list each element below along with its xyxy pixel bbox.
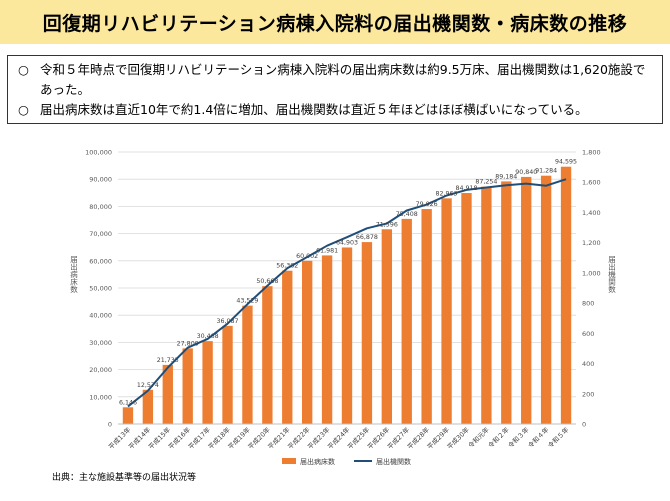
bar-1 — [122, 407, 134, 424]
legend-label-facilities: 届出機関数 — [376, 457, 411, 466]
summary-bullet-2: ○ 届出病床数は直近10年で約1.4倍に増加、届出機関数は直近５年ほどはほぼ横ば… — [18, 100, 654, 120]
summary-bullet-text: 届出病床数は直近10年で約1.4倍に増加、届出機関数は直近５年ほどはほぼ横ばいに… — [40, 102, 588, 117]
bar-20 — [501, 181, 512, 424]
y-right-tick-label: 1,200 — [582, 239, 601, 247]
bar-23 — [560, 166, 572, 424]
bar-data-label: 56,362 — [276, 263, 298, 270]
bar-data-label: 36,087 — [216, 318, 238, 325]
bar-data-label: 87,254 — [475, 179, 497, 186]
bar-6 — [222, 325, 233, 424]
bar-data-label: 64,903 — [336, 239, 358, 246]
x-category-label: 令和５年 — [546, 425, 571, 450]
bar-data-label: 6,146 — [119, 399, 137, 406]
bar-data-label: 79,026 — [416, 201, 438, 208]
bullet-circle-icon: ○ — [18, 62, 29, 77]
y-left-tick-label: 90,000 — [89, 176, 112, 184]
bar-21 — [521, 176, 532, 424]
legend-swatch-bar — [282, 458, 296, 464]
bar-5 — [202, 341, 213, 424]
y-left-tick-label: 80,000 — [89, 203, 112, 211]
legend-label-beds: 届出病床数 — [300, 457, 335, 466]
bar-8 — [262, 286, 273, 424]
bar-18 — [461, 193, 472, 424]
y-left-tick-label: 100,000 — [85, 149, 112, 157]
bar-7 — [242, 305, 253, 424]
y-left-axis-title: 届出病床数 — [69, 255, 78, 294]
y-left-tick-label: 30,000 — [89, 339, 112, 347]
y-left-tick-label: 50,000 — [89, 285, 112, 293]
bar-11 — [321, 255, 333, 424]
y-left-tick-label: 70,000 — [89, 230, 112, 238]
bar-data-label: 89,184 — [495, 173, 517, 180]
summary-bullet-text: 令和５年時点で回復期リハビリテーション病棟入院料の届出病床数は約9.5万床、届出… — [40, 62, 646, 97]
summary-box: ○ 令和５年時点で回復期リハビリテーション病棟入院料の届出病床数は約9.5万床、… — [7, 55, 663, 124]
y-left-tick-label: 60,000 — [89, 257, 112, 265]
y-right-tick-label: 0 — [582, 421, 586, 429]
bar-13 — [361, 242, 373, 424]
y-left-tick-label: 10,000 — [89, 393, 112, 401]
bar-12 — [341, 247, 353, 424]
bar-10 — [301, 260, 313, 424]
bar-9 — [282, 270, 293, 424]
bar-19 — [481, 186, 492, 424]
bar-data-label: 43,529 — [236, 298, 258, 305]
bar-data-label: 71,596 — [376, 221, 398, 228]
y-right-tick-label: 600 — [582, 330, 594, 338]
y-right-tick-label: 1,600 — [582, 179, 601, 187]
bar-2 — [142, 389, 154, 424]
bar-data-label: 21,735 — [157, 357, 179, 364]
bar-data-label: 12,574 — [137, 382, 159, 389]
summary-bullet-1: ○ 令和５年時点で回復期リハビリテーション病棟入院料の届出病床数は約9.5万床、… — [18, 60, 654, 100]
bar-data-label: 61,981 — [316, 247, 338, 254]
bar-data-label: 27,809 — [177, 340, 199, 347]
bar-data-label: 91,284 — [535, 168, 557, 175]
y-left-tick-label: 0 — [108, 421, 112, 429]
bar-data-label: 75,408 — [396, 211, 418, 218]
y-right-tick-label: 400 — [582, 360, 594, 368]
y-left-tick-label: 20,000 — [89, 366, 112, 374]
bar-data-label: 30,468 — [197, 333, 219, 340]
bar-data-label: 60,002 — [296, 253, 318, 260]
bar-data-label: 84,918 — [455, 185, 477, 192]
y-right-axis-title: 届出機関数 — [607, 255, 616, 294]
bar-data-label: 90,840 — [515, 169, 537, 176]
bar-22 — [540, 175, 552, 424]
source-note: 出典：主な施設基準等の届出状況等 — [52, 473, 197, 483]
line-series-facilities — [127, 178, 567, 408]
bar-data-label: 94,595 — [555, 159, 577, 166]
bar-17 — [441, 198, 452, 424]
bar-16 — [421, 209, 432, 424]
combo-chart: 0 10,000 20,000 30,000 40,000 50,000 60,000 70,… — [69, 149, 616, 467]
bar-14 — [381, 229, 393, 424]
y-right-tick-label: 1,000 — [582, 269, 601, 277]
bullet-circle-icon: ○ — [18, 102, 29, 117]
bar-4 — [182, 348, 193, 424]
bar-data-label: 50,668 — [256, 278, 278, 285]
x-category-label: 平成30年 — [445, 425, 471, 451]
page-title: 回復期リハビリテーション病棟入院料の届出機関数・病床数の推移 — [0, 0, 670, 44]
y-right-tick-label: 1,400 — [582, 209, 601, 217]
bar-3 — [162, 364, 173, 424]
y-right-tick-label: 800 — [582, 300, 594, 308]
y-right-tick-label: 200 — [582, 390, 594, 398]
y-left-tick-label: 40,000 — [89, 312, 112, 320]
bar-15 — [401, 218, 412, 424]
bar-data-label: 66,878 — [356, 234, 378, 241]
bar-data-label: 82,963 — [436, 190, 458, 197]
y-right-tick-label: 1,800 — [582, 149, 601, 157]
